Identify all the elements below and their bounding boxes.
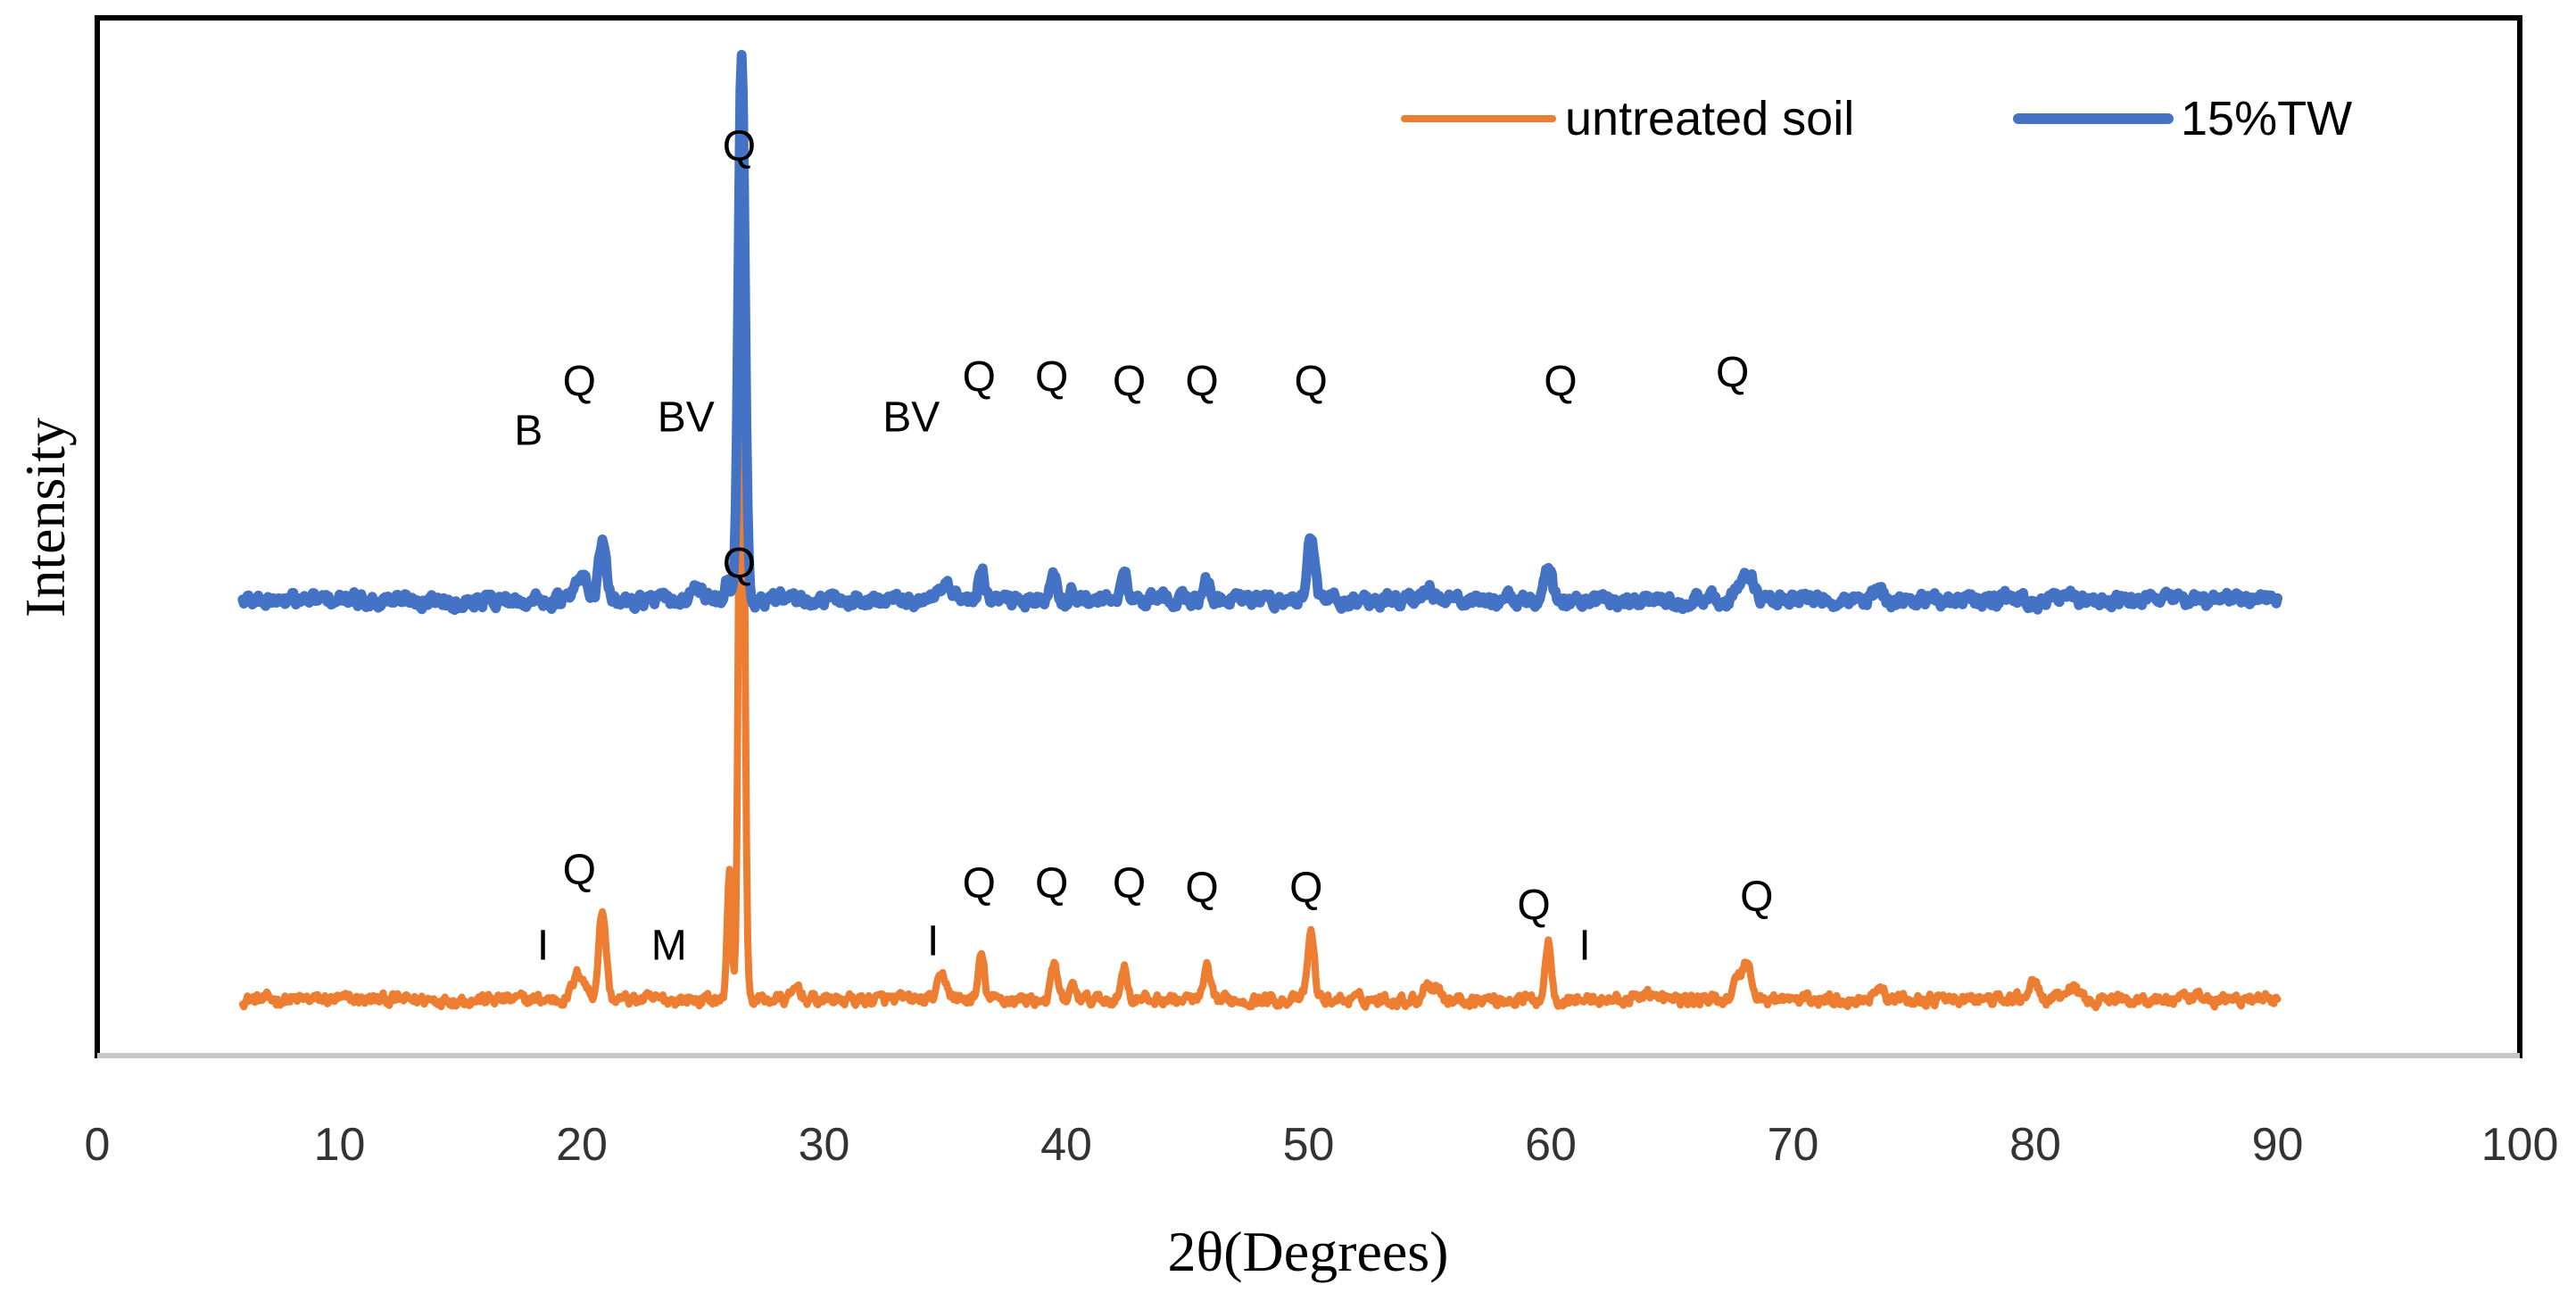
peak-label: BV [882, 394, 940, 441]
peak-label: Q [1185, 865, 1218, 912]
legend-label-untreated-soil: untreated soil [1565, 92, 1854, 145]
peak-label: Q [1295, 359, 1328, 406]
peak-label: M [651, 922, 687, 969]
x-tick-label: 50 [1283, 1119, 1335, 1171]
x-tick-label: 70 [1768, 1119, 1819, 1171]
peak-label: Q [963, 860, 996, 907]
peak-label: Q [563, 847, 596, 894]
peak-label: Q [563, 359, 596, 406]
x-tick-label: 30 [799, 1119, 850, 1171]
x-tick-label: 10 [314, 1119, 366, 1171]
x-tick-labels: 0 10 20 30 40 50 60 70 80 90 100 [85, 1119, 2559, 1171]
peak-label: Q [963, 354, 996, 402]
series-line-untreated-soil [238, 168, 2282, 1012]
legend-label-15tw: 15%TW [2181, 92, 2352, 145]
x-tick-label: 80 [2009, 1119, 2061, 1171]
peak-label: Q [1185, 359, 1218, 406]
peak-label: B [514, 407, 543, 454]
peak-label: Q [1035, 860, 1068, 907]
series-line-15tw [237, 49, 2282, 616]
peak-label: Q [1035, 354, 1068, 402]
x-axis-title: 2θ(Degrees) [1168, 1220, 1449, 1283]
series-layer [237, 49, 2282, 1012]
peak-label: Q [1716, 350, 1749, 397]
x-tick-label: 0 [85, 1119, 111, 1171]
x-tick-label: 60 [1525, 1119, 1577, 1171]
x-tick-label: 40 [1040, 1119, 1092, 1171]
x-tick-label: 100 [2481, 1119, 2559, 1171]
peak-label: Q [1517, 883, 1550, 930]
x-tick-label: 20 [556, 1119, 608, 1171]
peak-label: Q [1289, 865, 1322, 912]
peak-label: Q [1113, 359, 1146, 406]
peak-label: Q [1740, 874, 1773, 921]
peak-label: Q [723, 541, 756, 588]
x-tick-label: 90 [2252, 1119, 2304, 1171]
peak-label: Q [1544, 359, 1577, 406]
peak-label: Q [1113, 860, 1146, 907]
peak-label: Q [723, 123, 756, 170]
peak-label: I [927, 918, 939, 965]
legend: untreated soil 15%TW [1401, 92, 2352, 145]
y-axis-title: Intensity [13, 418, 77, 617]
peak-label: I [1578, 922, 1590, 969]
peak-label: I [537, 922, 549, 969]
peak-label: BV [658, 394, 715, 441]
